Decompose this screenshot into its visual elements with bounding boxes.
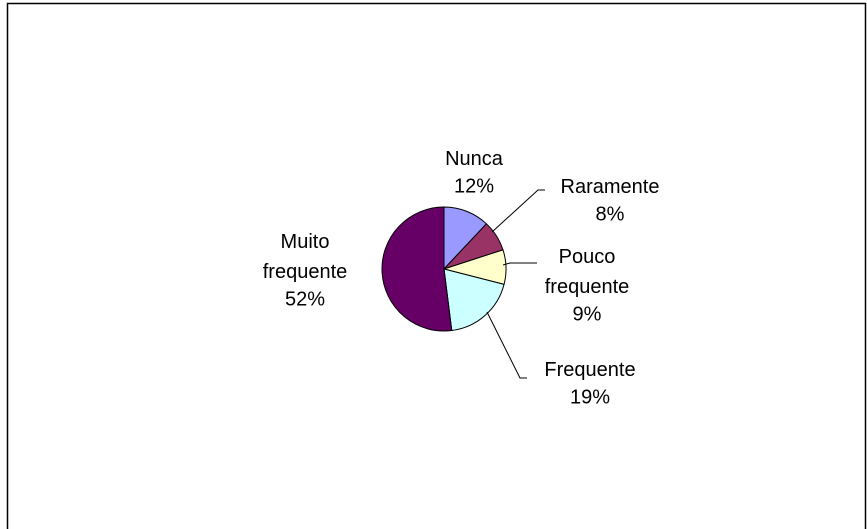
pie-slice	[443, 268, 505, 332]
slice-value-label: 19%	[570, 386, 610, 408]
label-line: Raramente	[561, 176, 660, 198]
slice-label: Pouco frequente	[545, 246, 630, 298]
slice-label: Nunca	[445, 148, 504, 170]
label-line: Pouco	[559, 246, 616, 268]
leader-line	[502, 262, 537, 266]
label-line: Nunca	[445, 148, 504, 170]
slice-label: Raramente	[561, 176, 660, 198]
label-line: frequente	[545, 276, 630, 298]
pie-slice	[381, 206, 453, 332]
label-line: Frequente	[544, 359, 635, 381]
slice-value-label: 52%	[285, 288, 325, 310]
label-line: frequente	[263, 261, 348, 283]
slice-value-label: 12%	[454, 175, 494, 197]
slice-label: Frequente	[544, 359, 635, 381]
label-line: Muito	[281, 231, 330, 253]
slice-value-label: 9%	[573, 303, 602, 325]
slice-value-label: 8%	[596, 203, 625, 225]
slice-label: Muito frequente	[263, 231, 348, 283]
leader-line	[491, 189, 545, 233]
leader-line	[486, 311, 527, 379]
